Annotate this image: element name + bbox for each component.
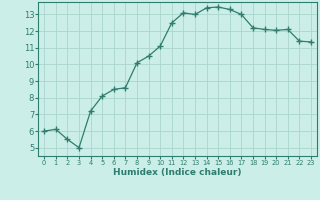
- X-axis label: Humidex (Indice chaleur): Humidex (Indice chaleur): [113, 168, 242, 177]
